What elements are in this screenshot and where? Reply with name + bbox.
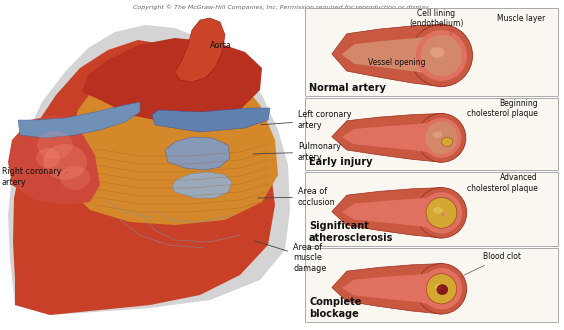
- Text: Complete
blockage: Complete blockage: [309, 297, 362, 319]
- Text: Advanced
cholesterol plaque: Advanced cholesterol plaque: [467, 173, 537, 193]
- Text: Right coronary
artery: Right coronary artery: [2, 167, 67, 187]
- Polygon shape: [82, 38, 262, 122]
- Ellipse shape: [437, 286, 442, 290]
- Ellipse shape: [430, 47, 444, 58]
- Ellipse shape: [425, 121, 458, 154]
- Bar: [305, 248, 558, 322]
- Polygon shape: [175, 18, 225, 82]
- Ellipse shape: [416, 187, 466, 238]
- Text: Early injury: Early injury: [309, 157, 372, 167]
- Polygon shape: [342, 272, 442, 306]
- Text: Normal artery: Normal artery: [309, 83, 386, 93]
- Polygon shape: [332, 187, 449, 238]
- Polygon shape: [332, 114, 449, 162]
- Ellipse shape: [421, 118, 461, 158]
- Ellipse shape: [421, 35, 462, 76]
- Ellipse shape: [441, 213, 445, 216]
- Ellipse shape: [37, 131, 73, 159]
- Ellipse shape: [434, 283, 443, 290]
- Ellipse shape: [417, 114, 466, 162]
- Polygon shape: [8, 25, 290, 315]
- Polygon shape: [165, 137, 230, 170]
- Text: Left coronary
artery: Left coronary artery: [261, 110, 351, 130]
- Text: Copyright © The McGraw-Hill Companies, Inc. Permission required for reproduction: Copyright © The McGraw-Hill Companies, I…: [133, 4, 431, 10]
- Text: Vessel opening: Vessel opening: [368, 58, 426, 67]
- Polygon shape: [342, 121, 442, 154]
- Ellipse shape: [421, 192, 462, 233]
- Text: Pulmonary
artery: Pulmonary artery: [253, 142, 341, 162]
- Text: Blood clot: Blood clot: [464, 252, 521, 275]
- Bar: [305, 8, 558, 96]
- Text: Cell lining
(endothelium): Cell lining (endothelium): [409, 9, 464, 34]
- Polygon shape: [332, 24, 451, 86]
- Ellipse shape: [60, 166, 90, 190]
- Ellipse shape: [421, 268, 462, 310]
- Text: Significant
atherosclerosis: Significant atherosclerosis: [309, 221, 393, 243]
- Ellipse shape: [416, 264, 466, 314]
- Text: Area of
occlusion: Area of occlusion: [258, 187, 336, 207]
- Text: Muscle layer: Muscle layer: [497, 14, 545, 23]
- Polygon shape: [13, 40, 275, 315]
- Polygon shape: [8, 115, 100, 205]
- Ellipse shape: [36, 148, 60, 168]
- Text: Area of
muscle
damage: Area of muscle damage: [255, 241, 326, 273]
- Polygon shape: [332, 264, 449, 314]
- Bar: [305, 172, 558, 246]
- Ellipse shape: [426, 197, 457, 228]
- Polygon shape: [342, 35, 442, 76]
- Ellipse shape: [416, 30, 467, 81]
- Text: Beginning
cholesterol plaque: Beginning cholesterol plaque: [467, 99, 537, 118]
- Polygon shape: [18, 102, 140, 138]
- Polygon shape: [342, 196, 442, 230]
- Bar: [305, 98, 558, 170]
- Ellipse shape: [43, 144, 87, 180]
- Ellipse shape: [411, 24, 473, 86]
- Polygon shape: [68, 52, 278, 225]
- Text: Aorta: Aorta: [210, 41, 232, 49]
- Ellipse shape: [437, 284, 448, 295]
- Polygon shape: [152, 108, 270, 132]
- Ellipse shape: [433, 131, 442, 138]
- Polygon shape: [172, 172, 232, 198]
- Ellipse shape: [433, 207, 443, 214]
- Ellipse shape: [442, 137, 453, 147]
- Ellipse shape: [426, 274, 457, 304]
